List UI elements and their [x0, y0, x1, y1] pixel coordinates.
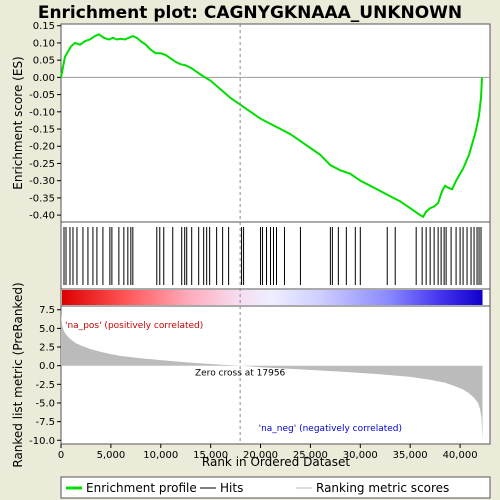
metric-y-tick-label: -5.0 — [35, 398, 55, 409]
x-tick-label: 35,000 — [393, 450, 428, 461]
es-y-tick-label: 0.00 — [33, 73, 55, 84]
es-y-tick-label: -0.30 — [29, 176, 55, 187]
hit-markers — [63, 227, 482, 285]
metric-y-label: Ranked list metric (PreRanked) — [11, 282, 25, 467]
positive-label: 'na_pos' (positively correlated) — [65, 321, 203, 331]
es-y-tick-label: -0.35 — [29, 193, 55, 204]
es-y-tick-label: -0.15 — [29, 125, 55, 136]
es-panel — [60, 23, 491, 223]
metric-y-tick-label: 0.0 — [39, 361, 55, 372]
x-tick-label: 15,000 — [193, 450, 228, 461]
legend-box — [60, 476, 491, 499]
legend-label: Enrichment profile — [86, 481, 197, 495]
negative-label: 'na_neg' (negatively correlated) — [259, 424, 402, 434]
x-tick-label: 30,000 — [343, 450, 378, 461]
es-y-axis: 0.15 0.10 0.05 0.00 -0.05 -0.10 -0.15 -0.20 -0.2… — [29, 21, 61, 222]
es-y-tick-label: 0.05 — [33, 56, 55, 67]
es-y-label: Enrichment score (ES) — [11, 56, 25, 189]
es-y-tick-label: -0.25 — [29, 159, 55, 170]
legend: Enrichment profile Hits Ranking metric sco… — [66, 481, 449, 495]
metric-y-tick-label: -2.5 — [35, 380, 55, 391]
zero-cross-label: Zero cross at 17956 — [195, 369, 286, 379]
x-tick-label: 0 — [58, 450, 64, 461]
chart-title: Enrichment plot: CAGNYGKNAAA_UNKNOWN — [38, 3, 462, 23]
metric-y-tick-label: 2.5 — [39, 343, 55, 354]
metric-y-tick-label: 5.0 — [39, 324, 55, 335]
ranked-heat-bar — [62, 290, 483, 305]
x-tick-label: 40,000 — [443, 450, 478, 461]
es-y-tick-label: -0.40 — [29, 211, 55, 222]
x-tick-label: 10,000 — [143, 450, 178, 461]
es-y-tick-label: -0.05 — [29, 90, 55, 101]
metric-y-tick-label: 7.5 — [39, 305, 55, 316]
metric-y-axis: 7.5 5.0 2.5 0.0 -2.5 -5.0 -7.5 -10.0 — [29, 305, 61, 447]
enrichment-profile-line — [60, 33, 483, 219]
metric-y-tick-label: -10.0 — [29, 436, 55, 447]
x-axis: 0 5,000 10,000 15,000 20,000 25,000 30,000 35,0… — [58, 444, 478, 461]
legend-label: Ranking metric scores — [316, 481, 449, 495]
x-tick-label: 20,000 — [243, 450, 278, 461]
es-y-tick-label: -0.10 — [29, 107, 55, 118]
metric-y-tick-label: -7.5 — [35, 417, 55, 428]
x-tick-label: 5,000 — [97, 450, 126, 461]
x-axis-label: Rank in Ordered Dataset — [202, 455, 350, 469]
x-tick-label: 25,000 — [293, 450, 328, 461]
es-y-tick-label: -0.20 — [29, 142, 55, 153]
es-y-tick-label: 0.15 — [33, 21, 55, 32]
legend-label: Hits — [220, 481, 243, 495]
es-y-tick-label: 0.10 — [33, 38, 55, 49]
